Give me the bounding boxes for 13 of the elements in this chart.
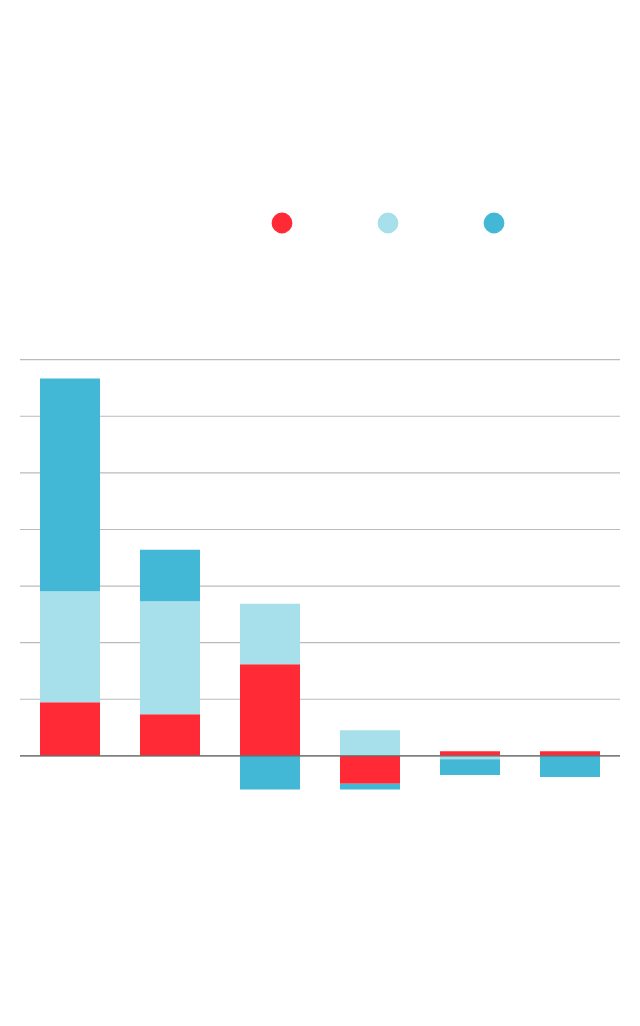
bar <box>140 601 200 715</box>
bar <box>340 730 400 756</box>
bar <box>140 549 200 602</box>
bar <box>340 755 400 784</box>
bar <box>40 378 100 592</box>
bar <box>240 664 300 756</box>
bar <box>140 714 200 756</box>
bar <box>40 591 100 703</box>
bar <box>440 759 500 776</box>
bar <box>40 702 100 756</box>
bar <box>240 755 300 790</box>
bar <box>240 603 300 665</box>
bar <box>540 755 600 777</box>
